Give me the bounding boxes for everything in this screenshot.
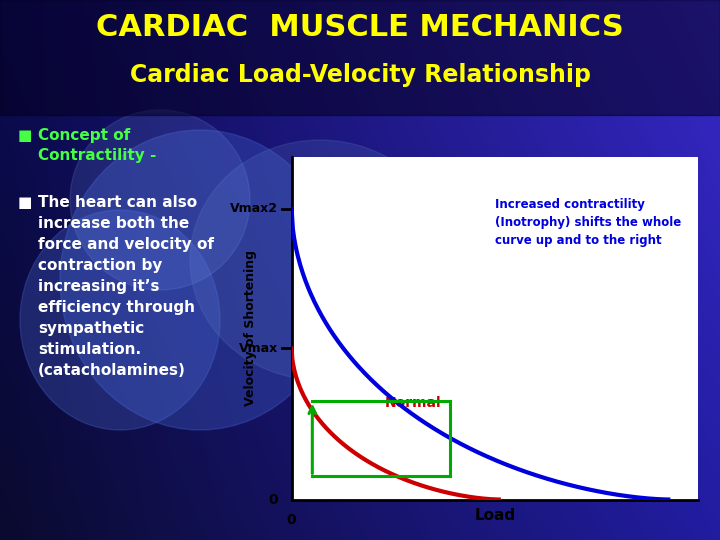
Text: increase both the: increase both the — [38, 216, 189, 231]
Text: force and velocity of: force and velocity of — [38, 237, 214, 252]
Bar — [0, 0, 720, 115]
Text: ■: ■ — [18, 128, 32, 143]
Text: The heart can also: The heart can also — [38, 195, 197, 210]
Ellipse shape — [20, 210, 220, 430]
Ellipse shape — [70, 110, 250, 290]
Text: sympathetic: sympathetic — [38, 321, 144, 336]
Ellipse shape — [190, 140, 450, 380]
Text: ■: ■ — [18, 195, 32, 210]
Text: Velocity of Shortening: Velocity of Shortening — [244, 250, 258, 406]
Ellipse shape — [60, 130, 340, 430]
Text: CARDIAC  MUSCLE MECHANICS: CARDIAC MUSCLE MECHANICS — [96, 14, 624, 43]
Text: contraction by: contraction by — [38, 258, 163, 273]
Text: Normal: Normal — [385, 396, 442, 410]
Text: efficiency through: efficiency through — [38, 300, 195, 315]
Text: stimulation.: stimulation. — [38, 342, 141, 357]
Text: Vmax: Vmax — [239, 342, 279, 355]
Text: increasing it’s: increasing it’s — [38, 279, 160, 294]
X-axis label: Load: Load — [474, 508, 516, 523]
Text: Cardiac Load-Velocity Relationship: Cardiac Load-Velocity Relationship — [130, 63, 590, 87]
Text: Increased contractility
(Inotrophy) shifts the whole
curve up and to the right: Increased contractility (Inotrophy) shif… — [495, 198, 681, 247]
Text: (catacholamines): (catacholamines) — [38, 363, 186, 378]
Text: Concept of
Contractility -: Concept of Contractility - — [38, 128, 156, 163]
Text: Vmax2: Vmax2 — [230, 202, 279, 215]
Text: 0: 0 — [269, 492, 279, 507]
Text: 0: 0 — [287, 512, 297, 526]
